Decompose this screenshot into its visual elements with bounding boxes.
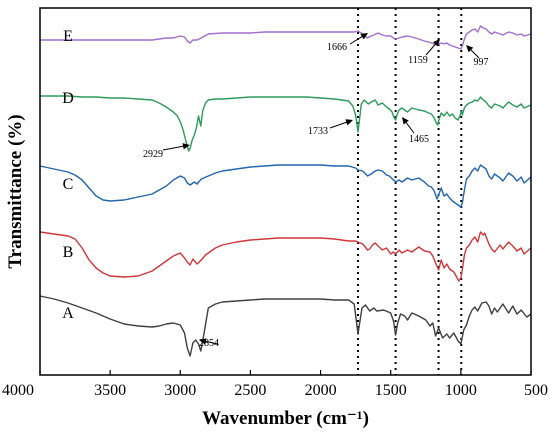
annotation-1465: 1465 bbox=[402, 117, 429, 145]
series-label-b: B bbox=[63, 244, 74, 261]
annotation-label-1733: 1733 bbox=[308, 126, 328, 137]
series-lines bbox=[39, 25, 532, 357]
annotation-arrow-997 bbox=[469, 48, 480, 59]
annotation-1159: 1159 bbox=[408, 39, 440, 66]
series-line-d bbox=[40, 95, 532, 152]
series-label-c: C bbox=[63, 176, 74, 193]
annotation-2854: 2854 bbox=[199, 338, 219, 349]
x-tick-label-3500: 3500 bbox=[94, 382, 126, 399]
annotation-arrow-1666 bbox=[349, 35, 364, 45]
x-tick-label-1000: 1000 bbox=[445, 382, 477, 399]
annotation-arrow-1733 bbox=[329, 121, 349, 129]
x-axis-ticks: 4000 3500 3000 2500 2000 1500 1000 500 bbox=[2, 370, 548, 399]
annotation-arrow-1465 bbox=[404, 120, 415, 134]
plot-frame bbox=[39, 7, 532, 376]
series-labels: A B C D E bbox=[62, 28, 74, 322]
annotation-1666: 1666 bbox=[327, 33, 368, 53]
x-tick-label-3000: 3000 bbox=[164, 382, 196, 399]
annotation-label-2854: 2854 bbox=[199, 338, 219, 349]
annotation-arrowhead-2929 bbox=[182, 143, 190, 150]
annotation-2929: 2929 bbox=[143, 143, 190, 160]
y-axis-title: Transmittance (%) bbox=[5, 114, 26, 268]
x-axis-title: Wavenumber (cm⁻¹) bbox=[202, 408, 369, 429]
annotation-arrow-2854 bbox=[203, 340, 219, 345]
x-tick-label-2500: 2500 bbox=[234, 382, 266, 399]
annotation-label-1159: 1159 bbox=[408, 55, 428, 66]
annotation-arrowhead-2854 bbox=[199, 338, 207, 345]
annotation-label-997: 997 bbox=[474, 57, 489, 68]
x-tick-label-1500: 1500 bbox=[375, 382, 407, 399]
annotation-arrowhead-1465 bbox=[402, 117, 409, 125]
annotation-arrowhead-997 bbox=[466, 45, 474, 53]
x-tick-label-4000: 4000 bbox=[2, 382, 34, 399]
series-label-a: A bbox=[62, 305, 74, 322]
annotation-label-1666: 1666 bbox=[327, 42, 347, 53]
annotation-arrowhead-1666 bbox=[360, 33, 368, 40]
x-tick-label-500: 500 bbox=[524, 382, 548, 399]
annotation-arrowhead-1159 bbox=[432, 39, 440, 47]
annotation-label-2929: 2929 bbox=[143, 149, 163, 160]
annotation-arrow-2929 bbox=[162, 145, 186, 151]
annotation-arrow-1159 bbox=[425, 42, 438, 56]
series-line-a bbox=[39, 295, 532, 357]
reference-lines bbox=[357, 8, 463, 375]
series-line-c bbox=[39, 164, 532, 208]
series-label-d: D bbox=[62, 90, 74, 107]
annotation-997: 997 bbox=[466, 45, 489, 68]
x-tick-label-2000: 2000 bbox=[305, 382, 337, 399]
annotation-arrowhead-1733 bbox=[345, 119, 353, 126]
series-line-b bbox=[39, 231, 532, 282]
series-label-e: E bbox=[63, 28, 73, 45]
annotation-1733: 1733 bbox=[308, 119, 353, 137]
series-line-e bbox=[40, 25, 532, 50]
annotation-label-1465: 1465 bbox=[409, 134, 429, 145]
peak-annotations: 1666 1159 997 2929 1733 1465 2854 bbox=[143, 33, 489, 349]
